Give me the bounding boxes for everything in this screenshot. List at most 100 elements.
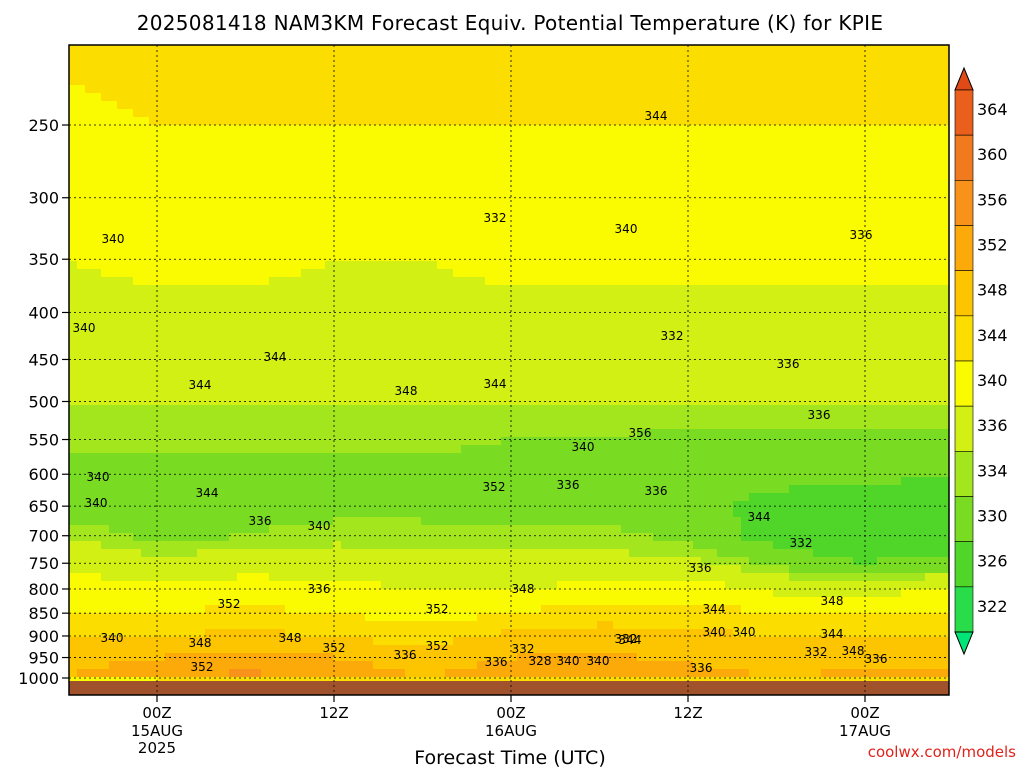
field-cell: [173, 181, 182, 190]
field-cell: [101, 565, 110, 574]
field-cell: [485, 581, 494, 590]
field-cell: [301, 429, 310, 438]
field-cell: [397, 389, 406, 398]
field-cell: [221, 381, 230, 390]
field-cell: [101, 53, 110, 62]
field-cell: [109, 245, 118, 254]
field-cell: [197, 397, 206, 406]
field-cell: [213, 661, 222, 670]
field-cell: [229, 173, 238, 182]
field-cell: [277, 373, 286, 382]
field-cell: [213, 173, 222, 182]
field-cell: [485, 109, 494, 118]
field-cell: [525, 293, 534, 302]
field-cell: [461, 565, 470, 574]
field-cell: [77, 277, 86, 286]
field-cell: [333, 53, 342, 62]
field-cell: [117, 101, 126, 110]
field-cell: [357, 141, 366, 150]
field-cell: [141, 405, 150, 414]
field-cell: [325, 133, 334, 142]
field-cell: [157, 325, 166, 334]
field-cell: [325, 237, 334, 246]
field-cell: [517, 205, 526, 214]
field-cell: [509, 661, 518, 670]
field-cell: [373, 253, 382, 262]
field-cell: [205, 477, 214, 486]
field-cell: [405, 197, 414, 206]
field-cell: [381, 597, 390, 606]
field-cell: [245, 509, 254, 518]
field-cell: [365, 117, 374, 126]
field-cell: [421, 165, 430, 174]
field-cell: [77, 93, 86, 102]
field-cell: [101, 301, 110, 310]
field-cell: [373, 133, 382, 142]
field-cell: [341, 221, 350, 230]
field-cell: [141, 69, 150, 78]
field-cell: [429, 173, 438, 182]
field-cell: [549, 405, 558, 414]
field-cell: [165, 533, 174, 542]
field-cell: [405, 477, 414, 486]
field-cell: [165, 285, 174, 294]
field-cell: [245, 549, 254, 558]
field-cell: [269, 133, 278, 142]
field-cell: [133, 549, 142, 558]
field-cell: [165, 493, 174, 502]
field-cell: [85, 213, 94, 222]
field-cell: [245, 565, 254, 574]
field-cell: [317, 525, 326, 534]
field-cell: [133, 469, 142, 478]
field-cell: [501, 165, 510, 174]
field-cell: [549, 341, 558, 350]
field-cell: [533, 621, 542, 630]
field-cell: [93, 549, 102, 558]
field-cell: [405, 453, 414, 462]
field-cell: [365, 405, 374, 414]
field-cell: [269, 269, 278, 278]
field-cell: [237, 133, 246, 142]
field-cell: [389, 493, 398, 502]
field-cell: [341, 597, 350, 606]
field-cell: [117, 453, 126, 462]
field-cell: [309, 173, 318, 182]
field-cell: [109, 557, 118, 566]
field-cell: [517, 613, 526, 622]
field-cell: [157, 381, 166, 390]
field-cell: [77, 437, 86, 446]
field-cell: [165, 661, 174, 670]
field-cell: [341, 245, 350, 254]
field-cell: [181, 421, 190, 430]
field-cell: [117, 197, 126, 206]
field-cell: [317, 253, 326, 262]
field-cell: [421, 269, 430, 278]
field-cell: [317, 189, 326, 198]
field-cell: [221, 221, 230, 230]
field-cell: [397, 453, 406, 462]
field-cell: [485, 93, 494, 102]
field-cell: [493, 109, 502, 118]
field-cell: [485, 309, 494, 318]
field-cell: [157, 197, 166, 206]
field-cell: [293, 541, 302, 550]
field-cell: [413, 173, 422, 182]
field-cell: [349, 53, 358, 62]
field-cell: [221, 53, 230, 62]
field-cell: [525, 357, 534, 366]
field-cell: [541, 101, 550, 110]
field-cell: [141, 245, 150, 254]
field-cell: [533, 597, 542, 606]
field-cell: [349, 461, 358, 470]
field-cell: [341, 181, 350, 190]
field-cell: [213, 133, 222, 142]
field-cell: [157, 453, 166, 462]
field-cell: [341, 445, 350, 454]
field-cell: [477, 629, 486, 638]
field-cell: [509, 605, 518, 614]
field-cell: [181, 45, 190, 54]
field-cell: [269, 61, 278, 70]
field-cell: [213, 501, 222, 510]
field-cell: [77, 181, 86, 190]
field-cell: [213, 93, 222, 102]
